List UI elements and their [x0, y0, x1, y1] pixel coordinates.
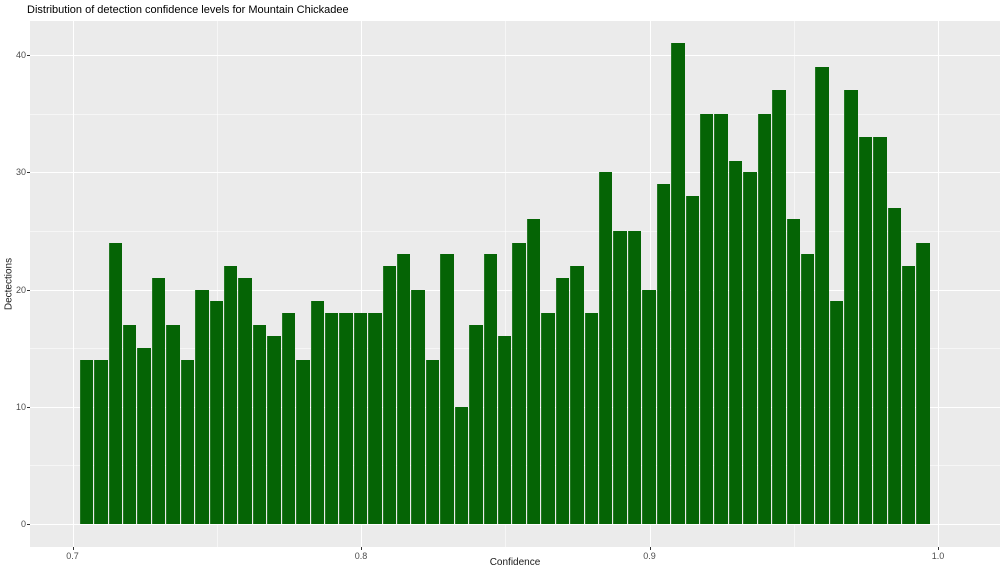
histogram-bar — [368, 313, 382, 524]
histogram-bar — [685, 195, 699, 524]
histogram-bar — [656, 184, 671, 524]
histogram-bar — [94, 359, 108, 524]
histogram-bar — [310, 301, 324, 524]
histogram-bar — [454, 406, 469, 524]
histogram-bar — [887, 207, 901, 524]
y-tick-mark — [27, 289, 30, 291]
histogram-bar — [743, 172, 757, 524]
histogram-bar — [815, 66, 829, 524]
histogram-bar — [238, 277, 252, 524]
histogram-bar — [642, 289, 656, 524]
histogram-bar — [339, 313, 353, 524]
histogram-bar — [555, 277, 570, 524]
histogram-bar — [108, 242, 122, 524]
y-tick-label: 40 — [15, 50, 26, 61]
histogram-bar — [180, 359, 195, 524]
histogram-bar — [137, 348, 151, 524]
y-major-gridline — [30, 524, 1000, 525]
plot-panel — [30, 21, 1000, 547]
histogram-bar — [858, 137, 873, 524]
histogram-bar — [829, 301, 844, 524]
histogram-bar — [772, 90, 786, 524]
histogram-bar — [570, 266, 584, 524]
histogram-bar — [728, 160, 743, 524]
chart-title: Distribution of detection confidence lev… — [27, 4, 349, 16]
histogram-bar — [252, 324, 267, 524]
histogram-bar — [440, 254, 454, 524]
histogram-bar — [166, 324, 180, 524]
histogram-bar — [195, 289, 209, 524]
histogram-bar — [541, 313, 555, 524]
histogram-bar — [800, 254, 815, 524]
histogram-bar — [209, 301, 223, 524]
histogram-bar — [613, 231, 627, 524]
y-minor-gridline — [30, 113, 1000, 115]
histogram-bar — [411, 289, 425, 524]
x-minor-gridline — [216, 21, 218, 547]
x-major-gridline — [361, 21, 362, 547]
histogram-bar — [353, 313, 368, 524]
histogram-bar — [296, 359, 310, 524]
y-major-gridline — [30, 172, 1000, 174]
histogram-bar — [498, 336, 512, 524]
histogram-bar — [281, 313, 296, 524]
histogram-bar — [526, 219, 541, 524]
histogram-bar — [469, 324, 483, 524]
histogram-bar — [397, 254, 411, 524]
histogram-bar — [223, 266, 238, 524]
y-tick-label: 10 — [15, 401, 26, 412]
histogram-bar — [786, 219, 800, 524]
histogram-bar — [122, 324, 137, 524]
y-minor-gridline — [30, 231, 1000, 232]
histogram-bar — [757, 113, 772, 524]
histogram-bar — [151, 277, 166, 524]
x-tick-mark — [938, 547, 939, 550]
x-major-gridline — [938, 21, 939, 547]
x-major-gridline — [72, 21, 74, 547]
y-tick-mark — [27, 55, 30, 57]
x-tick-label: 0.9 — [643, 551, 656, 561]
histogram-bar — [512, 242, 526, 524]
x-tick-label: 0.8 — [354, 551, 368, 561]
x-minor-gridline — [505, 21, 507, 547]
x-tick-label: 0.7 — [66, 551, 79, 561]
y-tick-mark — [27, 172, 30, 174]
y-tick-mark — [27, 406, 30, 408]
histogram-bar — [873, 137, 887, 524]
y-tick-label: 20 — [15, 284, 26, 295]
histogram-bar — [425, 359, 440, 524]
x-axis-title: Confidence — [489, 557, 541, 568]
histogram-bar — [267, 336, 281, 524]
y-tick-mark — [27, 524, 30, 525]
histogram-bar — [901, 266, 916, 524]
x-tick-label: 1.0 — [931, 551, 945, 561]
histogram-bar — [627, 231, 642, 524]
histogram-bar — [599, 172, 613, 524]
y-tick-label: 0 — [20, 519, 26, 529]
y-major-gridline — [30, 55, 1000, 57]
histogram-bar — [714, 113, 728, 524]
x-major-gridline — [649, 21, 651, 547]
histogram-bar — [671, 43, 685, 524]
histogram-bar — [324, 313, 339, 524]
y-tick-label: 30 — [15, 167, 26, 178]
histogram-bar — [916, 242, 930, 524]
x-tick-mark — [361, 547, 362, 550]
histogram-bar — [483, 254, 498, 524]
histogram-bar — [79, 359, 94, 524]
histogram-bar — [382, 266, 397, 524]
histogram-bar — [844, 90, 858, 524]
x-tick-mark — [72, 547, 74, 550]
histogram-bar — [699, 113, 714, 524]
y-axis-title: Dectections — [3, 257, 15, 311]
histogram-bar — [584, 313, 598, 524]
x-tick-mark — [649, 547, 651, 550]
